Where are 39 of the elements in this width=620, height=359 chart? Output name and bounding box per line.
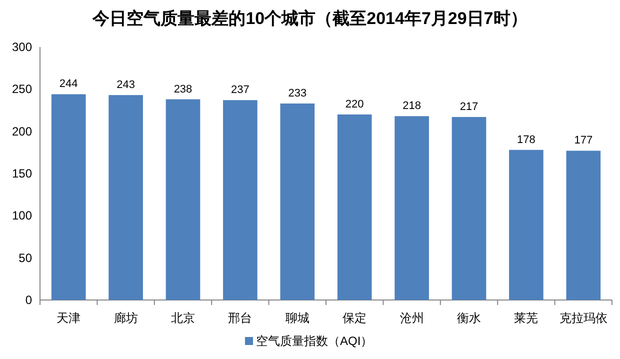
y-tick-label: 100: [12, 208, 32, 223]
y-tick-label: 200: [12, 124, 32, 138]
data-label: 220: [345, 98, 364, 110]
bar: [452, 116, 486, 300]
x-tick-label: 莱芜: [514, 311, 538, 325]
data-label: 178: [517, 134, 536, 146]
y-tick-label: 150: [12, 166, 32, 180]
bar: [223, 100, 258, 300]
data-label: 238: [174, 83, 192, 96]
bar: [166, 99, 200, 300]
data-label: 243: [116, 79, 135, 92]
x-tick-label: 沧州: [400, 311, 424, 325]
legend-label: 空气质量指数（AQI）: [256, 334, 373, 348]
data-label: 177: [574, 134, 593, 147]
bar: [280, 104, 315, 300]
bar: [337, 114, 372, 300]
bar: [51, 94, 86, 300]
x-tick-label: 邢台: [228, 311, 252, 325]
data-label: 237: [231, 84, 250, 96]
x-tick-label: 衡水: [457, 311, 481, 325]
bar: [509, 150, 544, 300]
data-label: 217: [460, 100, 478, 113]
data-label: 218: [402, 100, 421, 112]
x-tick-label: 北京: [171, 311, 195, 325]
y-tick-label: 0: [25, 293, 32, 307]
bar: [566, 150, 601, 300]
x-tick-label: 廊坊: [114, 311, 138, 325]
x-tick-label: 保定: [342, 311, 367, 325]
y-tick-label: 50: [18, 250, 32, 265]
data-label: 244: [59, 78, 78, 90]
bar: [108, 95, 143, 300]
x-tick-label: 克拉玛依: [559, 311, 608, 325]
chart-title: 今日空气质量最差的10个城市（截至2014年7月29日7时）: [92, 9, 528, 28]
y-tick-label: 250: [12, 82, 32, 96]
y-tick-label: 300: [12, 40, 32, 54]
x-tick-label: 天津: [56, 311, 81, 325]
x-tick-label: 聊城: [285, 311, 310, 325]
data-label: 233: [288, 88, 307, 100]
bar: [394, 116, 429, 300]
